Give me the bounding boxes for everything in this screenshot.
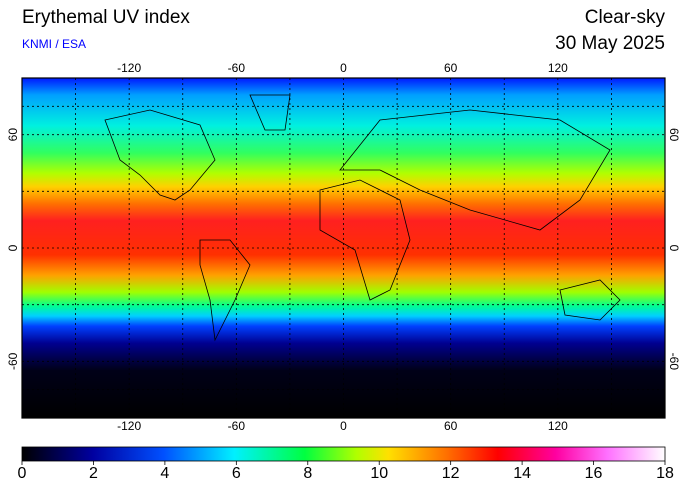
- lon-label-bottom: -60: [228, 419, 246, 433]
- title: Erythemal UV index: [22, 7, 190, 28]
- lat-label-left: 0: [6, 244, 20, 251]
- colorbar-label: 12: [442, 465, 460, 482]
- colorbar-label: 4: [160, 465, 169, 482]
- lon-label-bottom: -120: [117, 419, 141, 433]
- lat-label-right: -60: [667, 353, 681, 371]
- colorbar-label: 2: [89, 465, 98, 482]
- map-frame: [21, 77, 666, 419]
- lon-label-bottom: 120: [548, 419, 568, 433]
- lon-label-top: 0: [340, 61, 347, 75]
- colorbar-label: 10: [370, 465, 388, 482]
- lon-label-top: -120: [117, 61, 141, 75]
- lat-label-right: 60: [667, 128, 681, 142]
- colorbar-label: 0: [18, 465, 27, 482]
- colorbar: [21, 446, 666, 462]
- lon-label-top: 60: [444, 61, 458, 75]
- lon-label-top: 120: [548, 61, 568, 75]
- colorbar-label: 14: [513, 465, 531, 482]
- graticule: [22, 78, 665, 418]
- lat-label-right: 0: [667, 245, 681, 252]
- lat-label-left: 60: [6, 128, 20, 142]
- coastlines: [104, 94, 621, 342]
- colorbar-label: 16: [585, 465, 603, 482]
- colorbar-label: 6: [232, 465, 241, 482]
- date: 30 May 2025: [555, 33, 665, 54]
- lon-label-top: -60: [228, 61, 246, 75]
- lat-label-left: -60: [6, 352, 20, 370]
- colorbar-label: 8: [303, 465, 312, 482]
- lon-label-bottom: 0: [340, 419, 347, 433]
- colorbar-label: 18: [656, 465, 674, 482]
- lon-label-bottom: 60: [444, 419, 458, 433]
- source: KNMI / ESA: [22, 37, 86, 51]
- mode: Clear-sky: [585, 7, 666, 28]
